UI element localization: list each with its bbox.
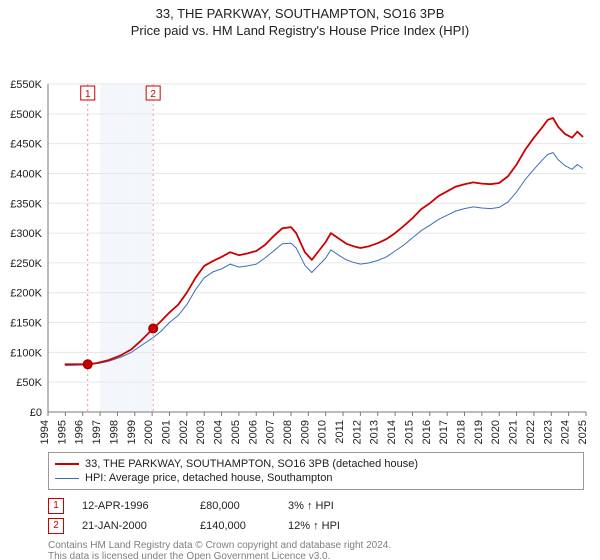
svg-text:£150K: £150K (10, 318, 42, 330)
sale-marker-2-icon: 2 (48, 518, 64, 534)
svg-text:2006: 2006 (247, 420, 259, 444)
svg-text:2019: 2019 (473, 420, 485, 444)
svg-text:2024: 2024 (560, 420, 572, 444)
svg-text:1994: 1994 (39, 420, 51, 444)
svg-text:1999: 1999 (126, 420, 138, 444)
svg-text:2008: 2008 (282, 420, 294, 444)
svg-text:2015: 2015 (403, 420, 415, 444)
sale-hpi-label-1: HPI (316, 500, 334, 512)
footnote-line1: Contains HM Land Registry data © Crown c… (48, 540, 584, 551)
svg-text:2011: 2011 (334, 420, 346, 444)
svg-text:1: 1 (85, 89, 91, 100)
sales-table: 1 12-APR-1996 £80,000 3% ↑ HPI 2 21-JAN-… (48, 496, 584, 536)
sale-hpi-2: 12% ↑ HPI (288, 520, 340, 532)
svg-text:£200K: £200K (10, 288, 42, 300)
svg-text:2010: 2010 (317, 420, 329, 444)
sale-row-2: 2 21-JAN-2000 £140,000 12% ↑ HPI (48, 516, 584, 536)
svg-text:£0: £0 (30, 407, 42, 419)
title-sub: Price paid vs. HM Land Registry's House … (0, 23, 600, 38)
svg-text:1995: 1995 (56, 420, 68, 444)
svg-text:2020: 2020 (490, 420, 502, 444)
sale-hpi-label-2: HPI (322, 520, 340, 532)
svg-text:2021: 2021 (508, 420, 520, 444)
title-main: 33, THE PARKWAY, SOUTHAMPTON, SO16 3PB (0, 6, 600, 21)
sale-price-1: £80,000 (200, 500, 270, 512)
sale-date-1: 12-APR-1996 (82, 500, 182, 512)
svg-text:£250K: £250K (10, 258, 42, 270)
svg-text:£50K: £50K (16, 377, 42, 389)
sale-date-2: 21-JAN-2000 (82, 520, 182, 532)
svg-text:£500K: £500K (10, 109, 42, 121)
svg-text:2025: 2025 (577, 420, 589, 444)
sale-marker-1-icon: 1 (48, 498, 64, 514)
footnote-line2: This data is licensed under the Open Gov… (48, 551, 584, 560)
svg-text:1996: 1996 (74, 420, 86, 444)
chart-svg: £0 £50K £100K £150K £200K £250K £300K £350K £400… (0, 40, 600, 448)
arrow-up-icon: ↑ (307, 500, 313, 512)
sale-pct-1: 3% (288, 500, 304, 512)
svg-text:2022: 2022 (525, 420, 537, 444)
legend: 33, THE PARKWAY, SOUTHAMPTON, SO16 3PB (… (48, 452, 584, 490)
svg-text:2004: 2004 (213, 420, 225, 444)
legend-label-property: 33, THE PARKWAY, SOUTHAMPTON, SO16 3PB (… (85, 458, 418, 470)
svg-text:£450K: £450K (10, 139, 42, 151)
legend-swatch-hpi (55, 478, 79, 479)
svg-text:2018: 2018 (456, 420, 468, 444)
footnote: Contains HM Land Registry data © Crown c… (48, 540, 584, 560)
arrow-up-icon: ↑ (313, 520, 319, 532)
svg-text:2013: 2013 (369, 420, 381, 444)
titles: 33, THE PARKWAY, SOUTHAMPTON, SO16 3PB P… (0, 6, 600, 38)
svg-text:2005: 2005 (230, 420, 242, 444)
sale-price-2: £140,000 (200, 520, 270, 532)
svg-text:£550K: £550K (10, 79, 42, 91)
svg-text:2016: 2016 (421, 420, 433, 444)
svg-text:2: 2 (150, 89, 156, 100)
svg-text:2007: 2007 (265, 420, 277, 444)
svg-text:2017: 2017 (438, 420, 450, 444)
svg-text:£350K: £350K (10, 198, 42, 210)
svg-text:2002: 2002 (178, 420, 190, 444)
svg-text:2003: 2003 (195, 420, 207, 444)
legend-label-hpi: HPI: Average price, detached house, Sout… (85, 472, 332, 484)
svg-text:£300K: £300K (10, 228, 42, 240)
sale-hpi-1: 3% ↑ HPI (288, 500, 334, 512)
legend-swatch-property (55, 463, 79, 465)
svg-text:2012: 2012 (351, 420, 363, 444)
svg-text:2001: 2001 (160, 420, 172, 444)
svg-text:2009: 2009 (299, 420, 311, 444)
svg-text:2014: 2014 (386, 420, 398, 444)
svg-text:£100K: £100K (10, 347, 42, 359)
svg-text:2000: 2000 (143, 420, 155, 444)
svg-text:2023: 2023 (542, 420, 554, 444)
legend-row-hpi: HPI: Average price, detached house, Sout… (55, 471, 577, 485)
sale-pct-2: 12% (288, 520, 310, 532)
svg-text:£400K: £400K (10, 168, 42, 180)
svg-text:1998: 1998 (108, 420, 120, 444)
legend-row-property: 33, THE PARKWAY, SOUTHAMPTON, SO16 3PB (… (55, 457, 577, 471)
sale-row-1: 1 12-APR-1996 £80,000 3% ↑ HPI (48, 496, 584, 516)
chart-area: £0 £50K £100K £150K £200K £250K £300K £350K £400… (0, 40, 600, 448)
svg-text:1997: 1997 (91, 420, 103, 444)
